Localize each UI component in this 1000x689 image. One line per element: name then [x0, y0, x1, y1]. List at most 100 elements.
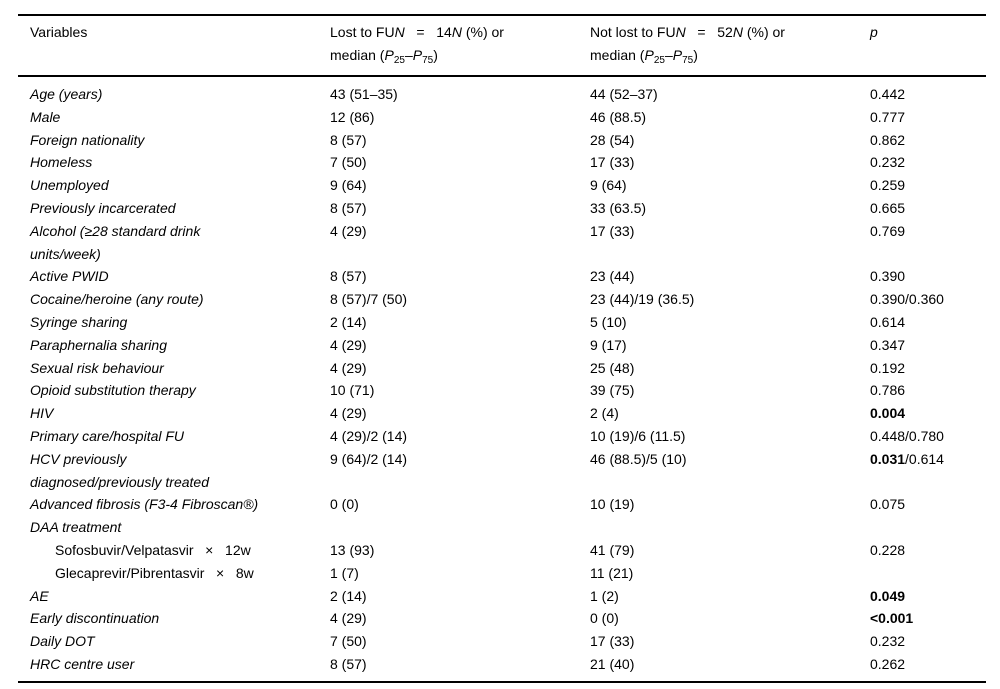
table-row: Alcohol (≥28 standard drink units/week) 4 … — [18, 220, 986, 266]
not-lost-to-fu-cell: 0 (0) — [590, 610, 619, 627]
text-segment: 25 — [653, 54, 665, 66]
lost-to-fu-cell: 8 (57) — [330, 655, 367, 672]
clinical-comparison-table: Variables Lost to FUN = 14N (%) or median … — [18, 14, 986, 683]
lost-to-fu-cell: 9 (64) — [330, 177, 367, 194]
lost-to-fu-cell: 4 (29) — [330, 405, 367, 422]
text-segment: Primary care/hospital FU — [30, 427, 185, 444]
text-segment: ) — [693, 46, 698, 63]
variable-cell: Alcohol (≥28 standard drink units/week) — [18, 220, 330, 266]
text-segment: Not lost to FU — [590, 24, 676, 40]
text-segment: N — [732, 24, 743, 40]
variable-cell: Advanced fibrosis (F3-4 Fibroscan®) — [18, 493, 330, 516]
not-lost-to-fu-cell: 33 (63.5) — [590, 199, 647, 216]
variable-cell: Age (years) — [18, 83, 330, 106]
text-segment: HRC centre user — [30, 655, 135, 672]
not-lost-to-fu-cell: 46 (88.5)/5 (10) — [590, 450, 687, 467]
not-lost-to-fu-cell: 5 (10) — [590, 313, 627, 330]
lost-to-fu-cell: 2 (14) — [330, 313, 367, 330]
not-lost-to-fu-cell: 21 (40) — [590, 655, 635, 672]
table-row: Paraphernalia sharing 4 (29) 9 (17) 0.347 — [18, 334, 986, 357]
text-segment: 0.347 — [870, 336, 906, 353]
table-row: Active PWID 8 (57) 23 (44) 0.390 — [18, 265, 986, 288]
variable-cell: Sexual risk behaviour — [18, 357, 330, 380]
not-lost-to-fu-cell: 2 (4) — [590, 405, 619, 422]
not-lost-to-fu-cell: 10 (19)/6 (11.5) — [590, 427, 686, 444]
variable-cell: HIV — [18, 402, 330, 425]
not-lost-to-fu-cell: 23 (44) — [590, 268, 635, 285]
text-segment: 0.262 — [870, 655, 906, 672]
text-segment: Male — [30, 108, 61, 125]
table-row: Unemployed 9 (64) 9 (64) 0.259 — [18, 174, 986, 197]
table-body: Age (years) 43 (51–35) 44 (52–37) 0.442 Male… — [18, 77, 986, 683]
text-segment: – — [404, 46, 413, 63]
text-segment: Syringe sharing — [30, 313, 128, 330]
text-segment: 0.665 — [870, 199, 906, 216]
table-row: HRC centre user 8 (57) 21 (40) 0.262 — [18, 653, 986, 676]
not-lost-to-fu-cell: 17 (33) — [590, 633, 635, 650]
text-segment: diagnosed/previously treated — [30, 473, 210, 490]
table-row: Age (years) 43 (51–35) 44 (52–37) 0.442 — [18, 83, 986, 106]
text-segment: Variables — [30, 24, 88, 40]
table-row: Advanced fibrosis (F3-4 Fibroscan®) 0 (0)… — [18, 493, 986, 516]
lost-to-fu-cell: 9 (64)/2 (14) — [330, 450, 408, 467]
header-variables: Variables — [18, 21, 330, 44]
text-segment: Foreign nationality — [30, 131, 145, 148]
table-row: Early discontinuation 4 (29) 0 (0) <0.001 — [18, 607, 986, 630]
text-segment: N — [675, 24, 686, 40]
text-segment: 0.614 — [870, 313, 906, 330]
header-lost-to-fu: Lost to FUN = 14N (%) or median (P25–P75) — [330, 21, 590, 72]
text-segment: AE — [30, 587, 49, 604]
text-segment: Sexual risk behaviour — [30, 359, 164, 376]
text-segment: Daily DOT — [30, 633, 95, 650]
text-segment: 0.228 — [870, 541, 906, 558]
table-row: Syringe sharing 2 (14) 5 (10) 0.614 — [18, 311, 986, 334]
lost-to-fu-cell: 0 (0) — [330, 496, 359, 513]
text-segment: 75 — [682, 54, 694, 66]
text-segment: 0.192 — [870, 359, 906, 376]
lost-to-fu-cell: 8 (57) — [330, 199, 367, 216]
text-segment: 0.075 — [870, 496, 906, 513]
not-lost-to-fu-cell: 41 (79) — [590, 541, 635, 558]
p-value-cell: <0.001 — [870, 607, 986, 630]
variable-cell: HCV previously diagnosed/previously treat… — [18, 448, 330, 494]
variable-cell: DAA treatment — [18, 516, 330, 539]
variable-cell: HRC centre user — [18, 653, 330, 676]
table-row: Primary care/hospital FU 4 (29)/2 (14) 10 … — [18, 425, 986, 448]
text-segment: median ( — [590, 46, 645, 63]
variable-cell: Primary care/hospital FU — [18, 425, 330, 448]
p-value-cell: 0.049 — [870, 585, 986, 608]
p-value-cell: 0.665 — [870, 197, 986, 220]
text-segment: P — [384, 46, 394, 63]
not-lost-to-fu-cell: 10 (19) — [590, 496, 635, 513]
p-value-cell: 0.614 — [870, 311, 986, 334]
text-segment: 0.862 — [870, 131, 906, 148]
table-row: HCV previously diagnosed/previously treat… — [18, 448, 986, 494]
p-value-cell: 0.786 — [870, 379, 986, 402]
text-segment: Homeless — [30, 154, 93, 171]
text-segment: N — [451, 24, 462, 40]
text-segment: 0.049 — [870, 587, 906, 604]
not-lost-to-fu-cell: 44 (52–37) — [590, 86, 658, 102]
table-row: Opioid substitution therapy 10 (71) 39 (75… — [18, 379, 986, 402]
text-segment: Alcohol (≥28 standard drink — [30, 222, 201, 239]
p-value-cell: 0.390 — [870, 265, 986, 288]
p-value-cell: 0.004 — [870, 402, 986, 425]
lost-to-fu-cell: 43 (51–35) — [330, 86, 398, 102]
not-lost-to-fu-cell: 23 (44)/19 (36.5) — [590, 291, 695, 308]
p-value-cell: 0.262 — [870, 653, 986, 676]
variable-cell: Cocaine/heroine (any route) — [18, 288, 330, 311]
p-value-cell: 0.769 — [870, 220, 986, 243]
text-segment: N — [394, 24, 405, 40]
p-value-cell: 0.442 — [870, 83, 986, 106]
table-row: AE 2 (14) 1 (2) 0.049 — [18, 585, 986, 608]
not-lost-to-fu-cell: 25 (48) — [590, 359, 635, 376]
not-lost-to-fu-cell: 46 (88.5) — [590, 108, 647, 125]
text-segment: = 14 — [404, 24, 452, 40]
table-row: Glecaprevir/Pibrentasvir × 8w 1 (7) 11 (21… — [18, 562, 986, 585]
text-segment: DAA treatment — [30, 519, 122, 536]
p-value-cell: 0.777 — [870, 106, 986, 129]
lost-to-fu-cell: 7 (50) — [330, 633, 367, 650]
p-value-cell: 0.862 — [870, 129, 986, 152]
variable-cell: Early discontinuation — [18, 607, 330, 630]
not-lost-to-fu-cell: 9 (64) — [590, 177, 627, 194]
